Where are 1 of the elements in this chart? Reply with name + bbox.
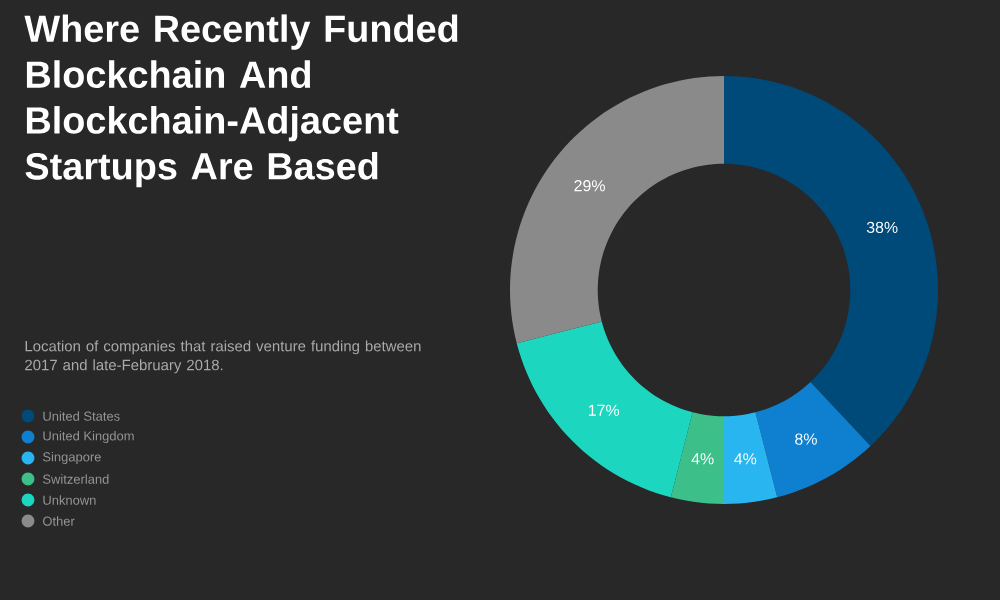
chart-title: Where Recently Funded Blockchain And Blockchain-Adjacent Startups Are Based xyxy=(24,14,458,188)
